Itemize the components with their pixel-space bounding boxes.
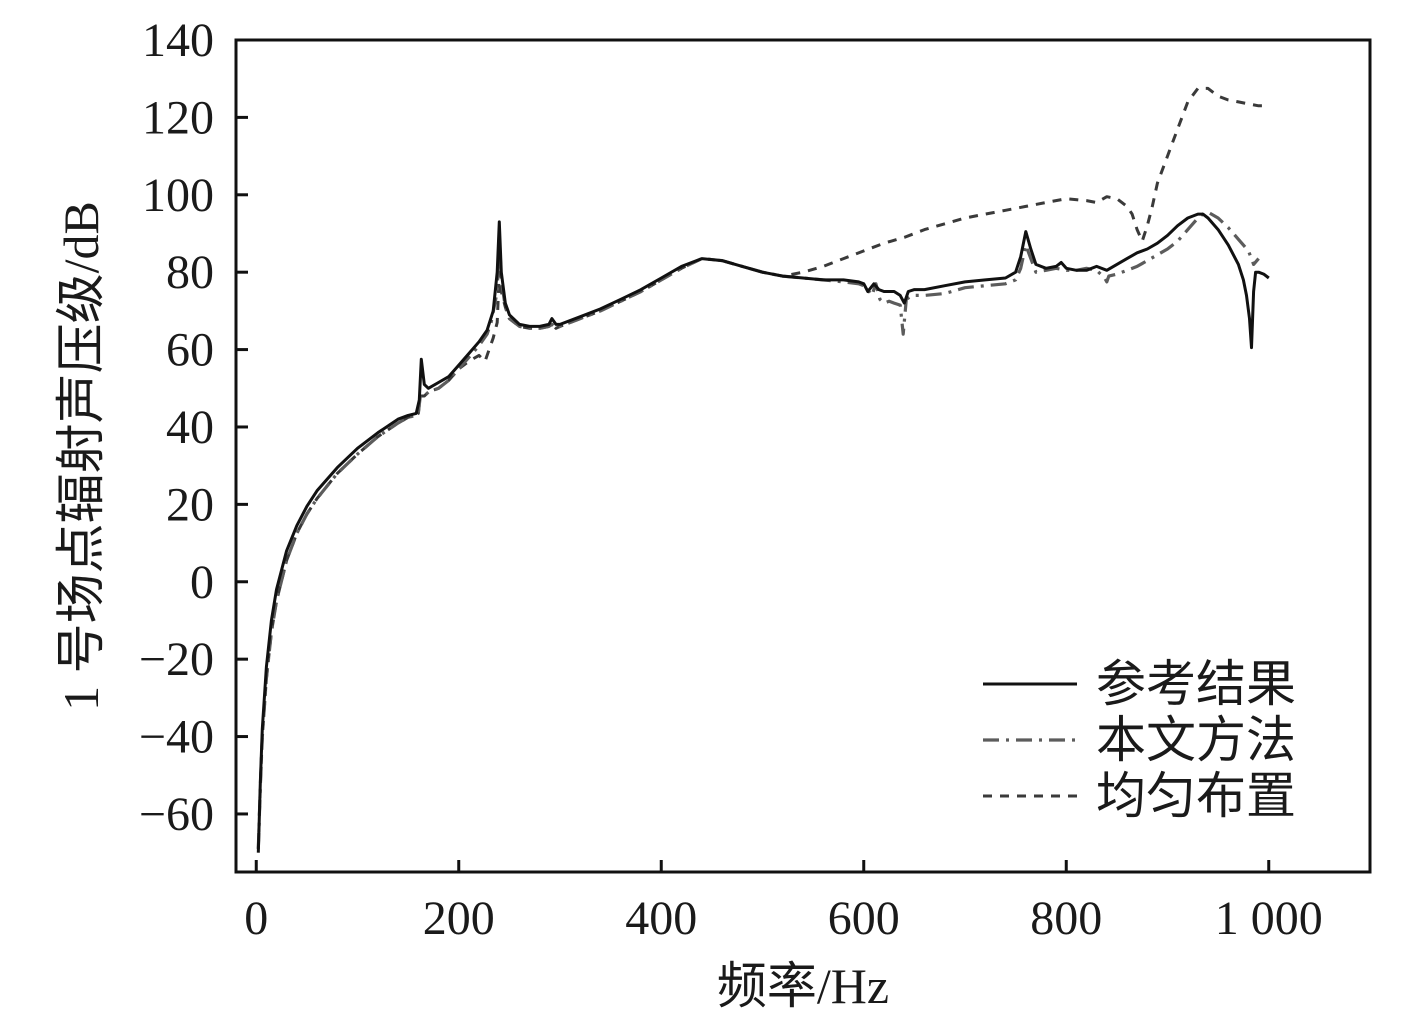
- y-tick-label: 20: [166, 478, 214, 531]
- y-tick-label: 0: [190, 556, 214, 609]
- y-tick-label: −20: [139, 633, 214, 686]
- y-axis-label: 1 号场点辐射声压级/dB: [53, 201, 109, 711]
- x-axis-label: 频率/Hz: [717, 958, 889, 1014]
- legend-label-1: 本文方法: [1096, 712, 1296, 768]
- plot-frame: [234, 38, 1372, 874]
- x-tick-label: 800: [1030, 892, 1102, 945]
- x-tick-label: 200: [423, 892, 495, 945]
- series-layer: [256, 86, 1270, 853]
- series-line-0: [256, 212, 1270, 853]
- x-tick-label: 400: [625, 892, 697, 945]
- legend-label-0: 参考结果: [1096, 656, 1296, 712]
- y-tick-label: −60: [139, 788, 214, 841]
- y-tick-label: 40: [166, 401, 214, 454]
- x-tick-label: 1 000: [1215, 892, 1323, 945]
- y-tick-label: 140: [142, 14, 214, 67]
- y-tick-label: 60: [166, 324, 214, 377]
- y-tick-label: 80: [166, 246, 214, 299]
- legend-label-2: 均匀布置: [1096, 768, 1296, 824]
- y-tick-label: −40: [139, 711, 214, 764]
- ticks-layer: 0 200 400 600 800 1 000 −60 −40 −20 0 20 40 60 80 100 1…: [139, 14, 1323, 945]
- y-tick-label: 100: [142, 169, 214, 222]
- y-tick-label: 120: [142, 91, 214, 144]
- x-tick-label: 600: [828, 892, 900, 945]
- x-tick-label: 0: [244, 892, 268, 945]
